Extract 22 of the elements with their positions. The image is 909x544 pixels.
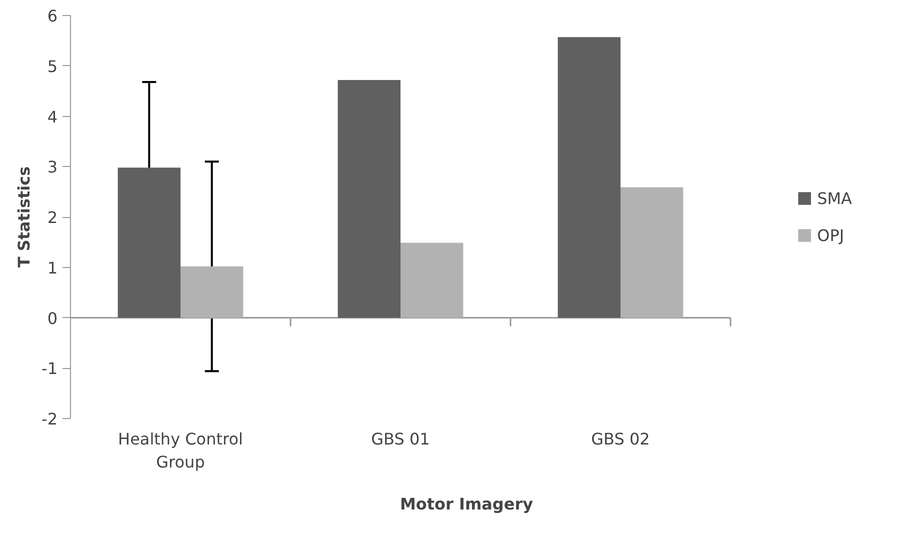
x-axis-title: Motor Imagery [400, 494, 534, 514]
legend-label: SMA [817, 188, 852, 208]
bar [400, 242, 464, 318]
y-tick-label: 2 [47, 208, 58, 227]
x-tick-label: GBS 02 [591, 430, 650, 448]
x-tick-label: GBS 01 [371, 430, 430, 448]
y-tick-label: 6 [47, 6, 58, 26]
x-tick-label: Healthy Control Group [118, 430, 243, 472]
bar [180, 266, 244, 318]
y-tick-label: 0 [47, 308, 58, 328]
legend-label: OPJ [817, 226, 844, 244]
y-tick-label: -2 [42, 410, 58, 428]
bar [118, 168, 180, 318]
y-axis-title: T Statistics [14, 166, 34, 268]
y-tick-label: -1 [42, 359, 58, 378]
bar [620, 187, 684, 318]
y-tick-label: 4 [47, 107, 58, 126]
y-tick-label: 1 [47, 258, 58, 278]
bar [558, 37, 620, 318]
bar [338, 80, 400, 318]
y-tick-label: 5 [47, 56, 58, 76]
y-tick-label: 3 [47, 158, 58, 177]
